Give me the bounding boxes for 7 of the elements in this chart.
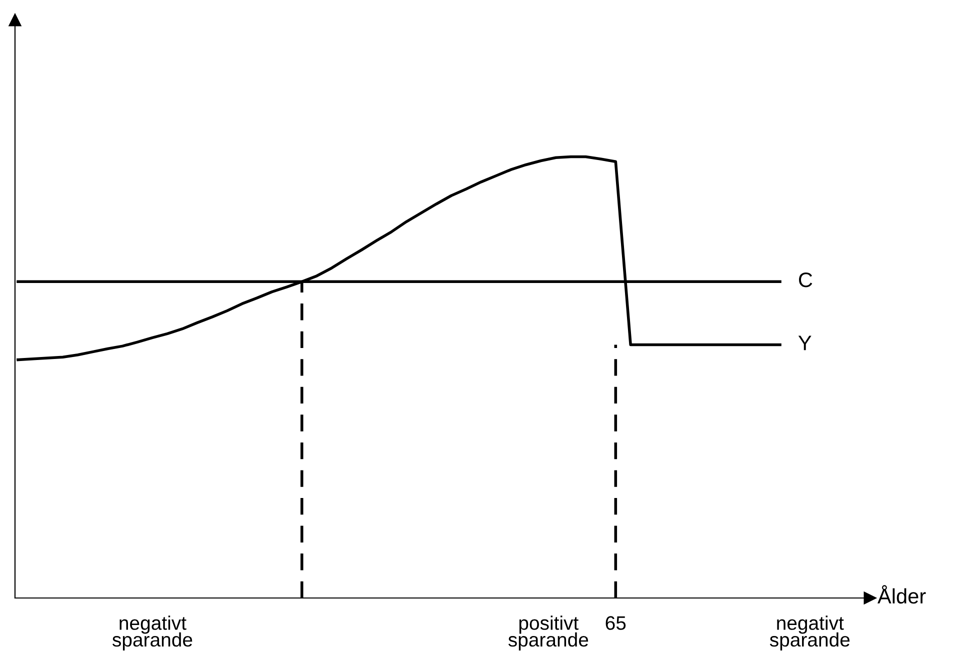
text: positivt sparande	[508, 616, 588, 650]
series-label: Y	[798, 336, 812, 350]
x-axis-title: Ålder	[878, 585, 926, 604]
series-label: C	[798, 272, 812, 288]
text: negativt sparande	[112, 616, 192, 650]
text: negativt sparande	[770, 616, 850, 650]
text: 65	[606, 616, 626, 630]
